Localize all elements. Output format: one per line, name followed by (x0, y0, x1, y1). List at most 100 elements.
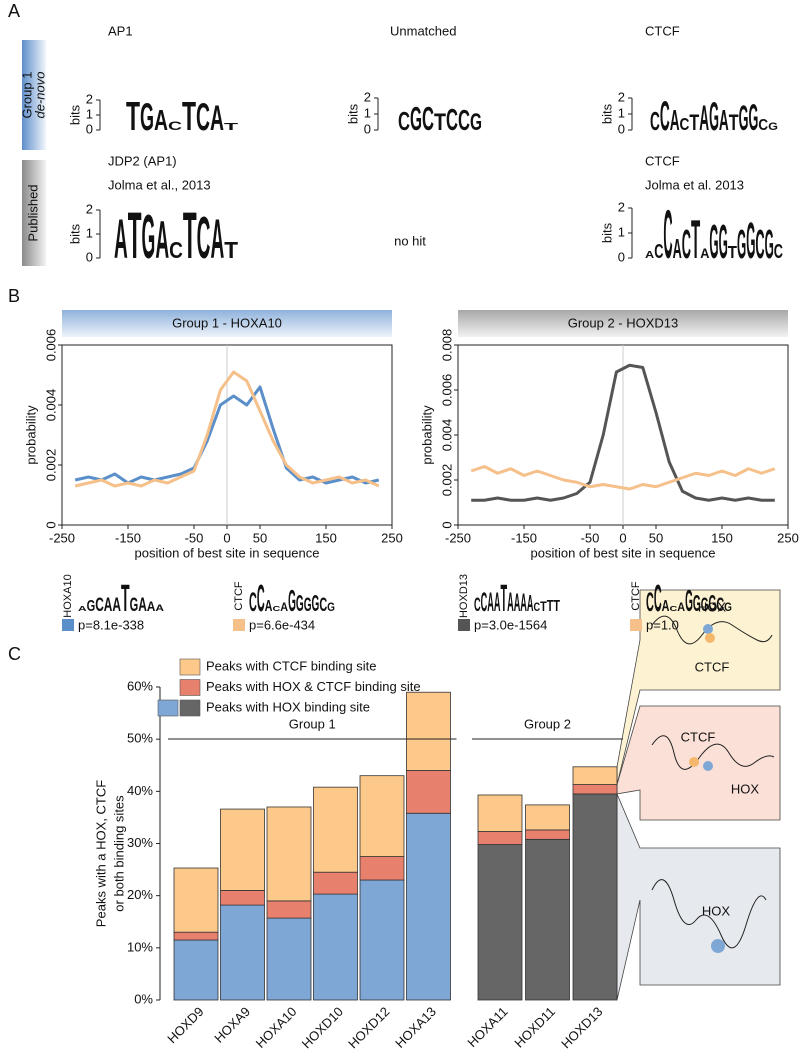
logo-letter: G (288, 583, 296, 618)
x-tick-label: 150 (711, 530, 733, 545)
logo-letter: T (691, 209, 700, 270)
logo-letter: T (128, 199, 142, 273)
x-tick-label: 50 (649, 530, 663, 545)
logo-letter: A (78, 605, 87, 613)
y-tick-label: 0 (43, 521, 58, 528)
bar-segment (406, 691, 451, 771)
y-axis-label: or both binding sites (111, 795, 126, 912)
hox-site (703, 624, 713, 634)
logo-letter: G (709, 215, 718, 269)
row-label-box (22, 160, 46, 266)
legend-swatch (62, 619, 74, 631)
logo-letter: A (138, 595, 147, 615)
row-label: de-novo (32, 72, 47, 119)
logo-letter: G (746, 211, 755, 269)
y-tick-label: 2 (86, 91, 93, 106)
x-tick-label: 50 (253, 530, 267, 545)
x-tick-label: -250 (445, 530, 471, 545)
series-line (74, 370, 380, 488)
row-label-box (22, 40, 46, 150)
y-tick-label: 0 (364, 121, 371, 136)
logo-letter: T (500, 576, 507, 620)
y-tick-label: 40% (127, 783, 153, 798)
bar-segment (525, 829, 570, 840)
logo-letter: C (458, 104, 470, 136)
hox-site (703, 761, 713, 771)
y-tick-label: 2 (618, 199, 625, 214)
logo-letter: C (196, 95, 210, 139)
logo-letter: A (210, 98, 224, 138)
logo-letter: A (210, 207, 224, 270)
y-tick-label: 50% (127, 731, 153, 746)
logo-letter: G (142, 201, 156, 272)
y-tick-label: 20% (127, 887, 153, 902)
x-tick-label: 250 (381, 530, 403, 545)
bar-segment (525, 804, 570, 831)
logo-letter: A (265, 597, 273, 614)
legend-swatch (630, 619, 642, 631)
logo-letter: T (183, 199, 197, 273)
y-tick-label: 1 (86, 225, 93, 240)
logo-letter: C (774, 240, 783, 263)
dna (651, 735, 775, 770)
logo-letter: T (126, 94, 140, 140)
motif-label: HOXA10 (62, 574, 74, 617)
logo-letter: T (729, 112, 739, 136)
logo-letter: G (765, 223, 774, 268)
logo-letter: T (224, 121, 238, 133)
y-tick-label: 2 (364, 89, 371, 104)
logo-letter: C (660, 92, 670, 139)
logo-letter: C (758, 117, 768, 134)
bar-segment (220, 808, 265, 891)
row-label: Group 1 (19, 72, 34, 119)
logo-letter: C (646, 587, 654, 617)
x-tick-label: HOXA9 (211, 1004, 253, 1046)
y-tick-label: 1 (618, 224, 625, 239)
x-tick-label: HOXD10 (299, 1004, 346, 1051)
logo-letter: T (182, 94, 196, 140)
logo-letter: C (168, 119, 182, 133)
chart-title: Group 1 - HOXA10 (172, 315, 282, 330)
y-tick-label: 0 (86, 249, 93, 264)
logo-letter: A (699, 98, 709, 138)
y-axis-label: bits (345, 103, 360, 124)
bar-segment (572, 766, 618, 785)
x-tick-label: HOXD9 (164, 1004, 206, 1046)
logo-letter: T (689, 112, 699, 136)
bar-segment (313, 786, 358, 873)
y-tick-label: 0 (618, 121, 625, 136)
logo-letter: A (645, 250, 655, 261)
logo-letter: C (422, 100, 434, 138)
logo-letter: T (553, 597, 560, 614)
schematic-label: HOX (731, 781, 760, 796)
logo-letter: A (155, 603, 164, 614)
x-tick-label: 0 (223, 530, 230, 545)
bar-segment (477, 831, 523, 845)
y-tick-label: 2 (86, 201, 93, 216)
logo-letter: C (654, 240, 663, 263)
bar-segment (220, 890, 265, 906)
callout (616, 793, 781, 1001)
y-tick-label: 0.002 (43, 449, 58, 482)
panel-label: C (8, 644, 21, 664)
motif-title: AP1 (108, 23, 133, 38)
y-tick-label: 0% (134, 991, 153, 1006)
logo-letter: A (147, 599, 156, 614)
logo-letter: C (446, 104, 458, 138)
logo-letter: C (682, 222, 691, 268)
schematic-label: CTCF (681, 729, 716, 744)
bar-segment (525, 838, 570, 1001)
y-tick-label: 0.004 (439, 419, 454, 452)
x-tick-label: HOXA11 (464, 1004, 510, 1050)
logo-letter: C (249, 587, 257, 617)
bar-segment (572, 793, 618, 1001)
y-tick-label: 1 (86, 106, 93, 121)
series-line (74, 385, 380, 485)
bar-segment (359, 775, 405, 857)
panel-label: B (8, 286, 20, 306)
legend-label: Peaks with HOX binding site (206, 699, 370, 714)
x-tick-label: -50 (185, 530, 204, 545)
ctcf-site (705, 633, 715, 643)
logo-letter: G (739, 98, 749, 138)
x-tick-label: HOXD11 (511, 1004, 558, 1051)
